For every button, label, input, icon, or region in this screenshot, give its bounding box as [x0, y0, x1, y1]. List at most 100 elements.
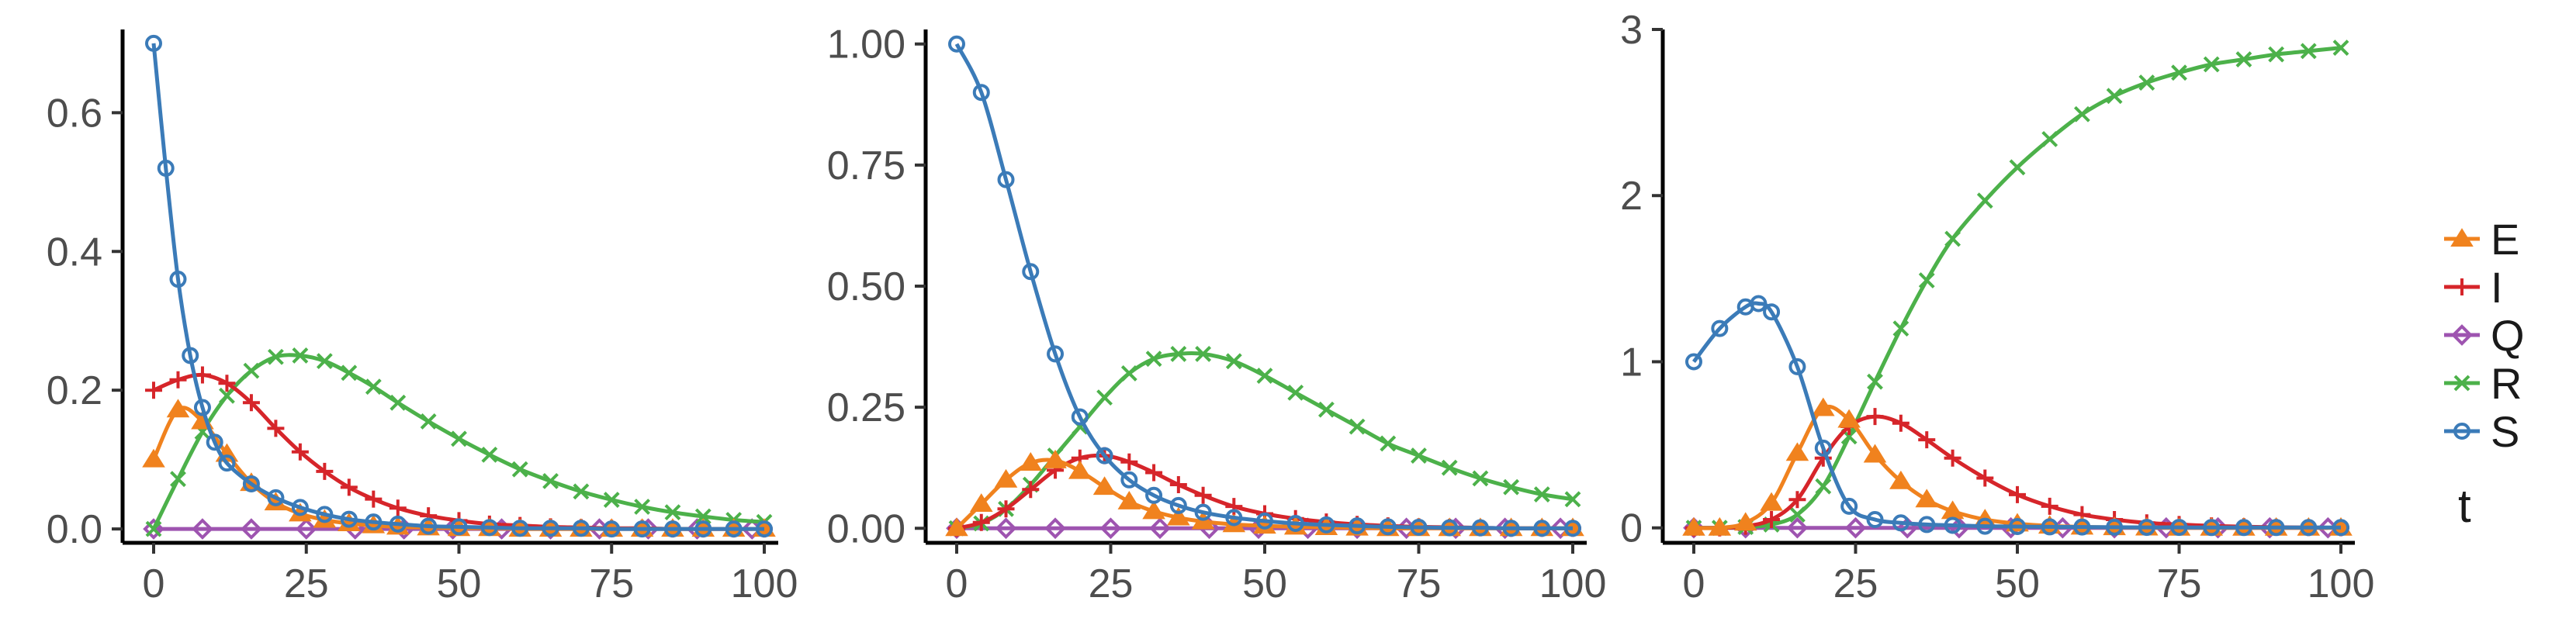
y-tick-label: 0.6: [47, 91, 102, 136]
series-line-s: [954, 43, 1573, 530]
data-point-i: [169, 371, 187, 389]
legend-item-q: Q: [2444, 311, 2525, 360]
data-point-i: [1976, 469, 1994, 487]
chart-panel-2: 0.00 0.25 0.50 0.75 1.00 0 25 50 75 100: [827, 22, 1607, 606]
data-point-r: [145, 520, 162, 537]
data-point-e: [1889, 470, 1913, 489]
data-point-r: [316, 353, 333, 370]
data-point-i: [316, 462, 334, 480]
data-point-i: [2041, 497, 2058, 515]
data-point-e: [969, 493, 993, 513]
data-point-r: [219, 387, 235, 404]
data-point-s: [340, 510, 358, 528]
x-tick-label: 50: [437, 561, 482, 606]
data-point-s: [206, 433, 223, 451]
data-point-s: [1711, 319, 1729, 337]
data-point-s: [1225, 509, 1243, 527]
data-point-s: [948, 35, 965, 53]
y-tick-label: 0.0: [47, 507, 102, 552]
data-point-e: [1837, 409, 1861, 428]
data-point-r: [1472, 470, 1489, 487]
legend-item-i: I: [2444, 263, 2503, 312]
data-point-s: [1169, 496, 1187, 514]
data-point-e: [1733, 512, 1757, 531]
data-point-r: [634, 499, 651, 515]
series-s: [1685, 295, 2349, 537]
data-point-s: [420, 517, 438, 535]
data-point-s: [1071, 408, 1089, 426]
series-s: [948, 35, 1581, 537]
data-point-s: [157, 159, 175, 177]
data-point-e: [994, 468, 1018, 488]
data-point-r: [390, 394, 407, 411]
data-point-i: [1788, 491, 1806, 509]
data-point-i: [389, 499, 407, 517]
x-tick-label: 0: [946, 561, 968, 606]
y-tick-label: 2: [1620, 174, 1643, 219]
y-tick-label: 1: [1620, 340, 1643, 385]
data-point-s: [694, 520, 712, 538]
data-point-s: [2170, 519, 2188, 537]
legend-title: t: [2458, 480, 2471, 532]
data-point-r: [2268, 46, 2285, 63]
data-point-e: [1142, 500, 1165, 520]
data-point-s: [169, 271, 187, 288]
data-point-e: [1092, 476, 1117, 496]
data-point-s: [1256, 512, 1273, 530]
data-point-s: [1976, 517, 1994, 535]
legend-swatch-marker: [2450, 228, 2474, 247]
legend-swatch-marker: [2453, 278, 2470, 295]
x-tick-label: 0: [1683, 561, 1705, 606]
data-point-s: [633, 520, 651, 538]
data-point-r: [1317, 401, 1335, 418]
data-point-i: [145, 382, 162, 399]
data-point-i: [1866, 408, 1884, 426]
legend-label: R: [2491, 359, 2522, 408]
data-point-i: [291, 443, 309, 461]
data-point-r: [1892, 320, 1909, 337]
data-point-r: [1533, 486, 1550, 502]
data-point-e: [1915, 489, 1939, 508]
data-point-s: [1533, 520, 1551, 537]
data-point-r: [1976, 192, 1993, 209]
y-tick-label: 3: [1620, 8, 1643, 53]
data-point-s: [1379, 518, 1397, 536]
data-point-r: [341, 364, 358, 382]
data-point-r: [2332, 40, 2349, 56]
data-point-r: [1815, 478, 1832, 495]
data-point-s: [2235, 519, 2252, 537]
data-point-i: [972, 513, 990, 531]
data-point-s: [1750, 295, 1768, 313]
data-point-r: [1564, 491, 1581, 508]
data-point-r: [1380, 435, 1397, 452]
data-point-i: [218, 375, 236, 392]
data-point-s: [1410, 519, 1428, 537]
data-point-s: [725, 520, 743, 538]
data-point-s: [145, 34, 162, 52]
data-point-r: [1170, 346, 1187, 362]
legend-item-r: R: [2444, 359, 2522, 408]
x-tick-label: 100: [1539, 561, 1607, 606]
series-line-s: [1692, 301, 2341, 530]
data-point-r: [1918, 272, 1935, 288]
data-point-s: [267, 489, 285, 506]
data-point-s: [182, 347, 199, 364]
data-point-q: [1844, 516, 1867, 539]
data-point-r: [1195, 346, 1212, 362]
legend-label: S: [2491, 407, 2519, 456]
data-point-i: [267, 420, 285, 437]
data-point-i: [1145, 464, 1163, 482]
data-point-e: [1044, 449, 1067, 468]
data-point-s: [997, 171, 1015, 188]
legend-item-e: E: [2444, 215, 2519, 264]
data-point-r: [1411, 447, 1427, 464]
data-point-q: [1044, 517, 1066, 540]
data-point-e: [142, 448, 165, 468]
legend-label: Q: [2491, 311, 2525, 360]
data-point-e: [1863, 444, 1887, 463]
data-point-s: [1944, 516, 1961, 534]
y-tick-label: 0.00: [827, 506, 905, 551]
data-point-s: [1814, 439, 1832, 457]
x-tick-label: 25: [1089, 561, 1134, 606]
